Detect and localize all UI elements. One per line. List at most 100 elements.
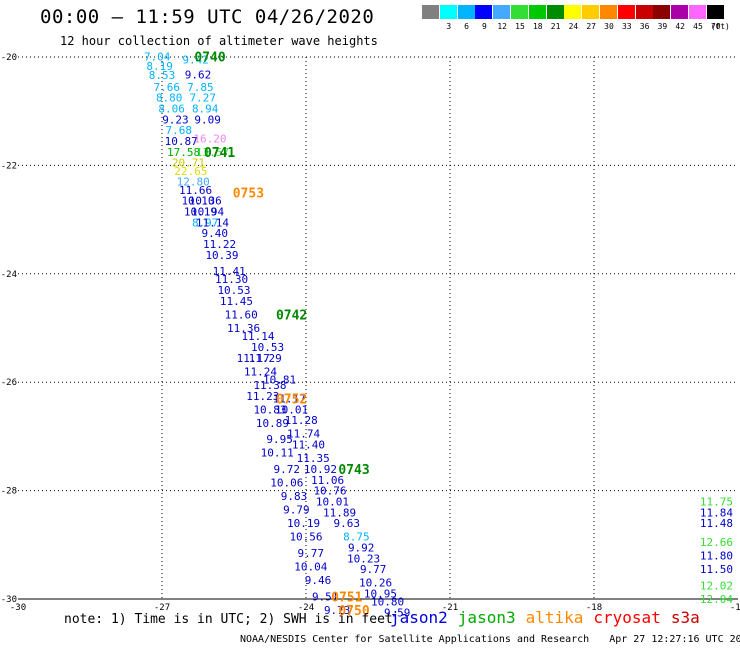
colorbar-label: 39: [657, 22, 668, 31]
x-tick-label: -24: [298, 603, 314, 613]
swh-data-label: 7.04: [144, 50, 171, 63]
swh-data-label: 11.89: [323, 506, 356, 519]
colorbar-unit: (ft): [710, 22, 730, 31]
y-tick-label: -28: [1, 487, 17, 497]
credit-line: NOAA/NESDIS Center for Satellite Applica…: [240, 634, 740, 645]
colorbar-swatch: [475, 5, 493, 19]
swh-data-label: 10.01: [275, 403, 308, 416]
swh-data-label: 13.57: [196, 146, 229, 159]
swh-data-label: 8.19: [146, 60, 173, 73]
swh-data-label: 10.83: [253, 403, 286, 416]
colorbar-swatch: [689, 5, 706, 19]
swh-data-label: 9.51: [312, 590, 339, 603]
footer-note: note: 1) Time is in UTC; 2) SWH is in fe…: [64, 612, 393, 627]
pass-time-label: 0753: [233, 187, 264, 202]
swh-data-label: 10.06: [270, 476, 303, 489]
swh-data-label: 11.14: [241, 330, 274, 343]
swh-data-label: 10.56: [289, 531, 322, 544]
colorbar-swatch: [635, 5, 653, 19]
swh-data-label: 10.19: [184, 205, 217, 218]
pass-time-label: 0740: [194, 50, 225, 65]
colorbar-swatch: [706, 5, 724, 19]
pass-time-label: 0751: [331, 590, 362, 605]
swh-data-label: 8.06: [158, 102, 185, 115]
x-tick-label: -27: [154, 603, 170, 613]
swh-data-label: 10.01: [316, 495, 349, 508]
swh-data-label: 10.80: [371, 596, 404, 609]
colorbar-swatch: [582, 5, 600, 19]
colorbar-swatch: [422, 5, 439, 19]
swh-data-label: 10.53: [217, 284, 250, 297]
swh-data-label: 9.92: [348, 542, 375, 555]
swh-data-label: 11.17: [237, 352, 270, 365]
x-tick-label: -15: [730, 603, 740, 613]
swh-data-label: 11.38: [253, 379, 286, 392]
colorbar-swatch: [564, 5, 582, 19]
y-tick-label: -20: [1, 53, 17, 63]
swh-data-label: 12.04: [700, 593, 733, 606]
swh-data-label: 9.83: [281, 490, 308, 503]
x-tick-label: -18: [586, 603, 602, 613]
swh-data-label: 10.10: [181, 195, 214, 208]
y-tick-label: -22: [1, 161, 17, 171]
swh-data-label: 11.22: [203, 238, 236, 251]
colorbar-label: 3: [446, 22, 452, 31]
swh-data-label: 9.73: [324, 604, 351, 617]
colorbar-label: 6: [464, 22, 469, 31]
colorbar-swatch: [546, 5, 564, 19]
colorbar-swatch: [493, 5, 511, 19]
swh-data-label: 9.77: [360, 563, 387, 576]
swh-data-label: 8.80: [156, 92, 183, 105]
colorbar-swatch: [439, 5, 457, 19]
colorbar-swatch: [600, 5, 617, 19]
swh-data-label: 9.79: [283, 504, 310, 517]
y-tick-label: -30: [1, 595, 17, 605]
colorbar-label: 24: [568, 22, 579, 31]
swh-data-label: 9.09: [194, 113, 221, 126]
colorbar-label: 42: [675, 22, 685, 31]
swh-data-label: 16.20: [193, 132, 226, 145]
swh-data-label: 10.11: [261, 447, 294, 460]
swh-data-label: 9.63: [334, 517, 361, 530]
satellite-legend-item: altika: [525, 608, 584, 627]
swh-data-label: 11.17: [273, 392, 306, 405]
swh-data-label: 9.62: [185, 68, 212, 81]
pass-time-label: 0750: [338, 604, 369, 619]
swh-data-label: 9.46: [305, 574, 332, 587]
swh-data-label: 11.50: [700, 563, 733, 576]
pass-time-label: 0743: [338, 463, 369, 478]
swh-data-label: 7.66: [154, 81, 181, 94]
swh-data-label: 11.36: [227, 322, 260, 335]
y-tick-label: -24: [1, 270, 17, 280]
swh-data-label: 10.39: [205, 249, 238, 262]
colorbar-swatch: [511, 5, 528, 19]
swh-data-label: 11.75: [700, 495, 733, 508]
swh-data-label: 11.28: [285, 414, 318, 427]
colorbar-swatch: [653, 5, 671, 19]
swh-data-label: 8.53: [149, 69, 176, 82]
swh-data-label: 10.19: [287, 517, 320, 530]
swh-data-label: 9.72: [274, 463, 301, 476]
chart-subtitle: 12 hour collection of altimeter wave hei…: [60, 34, 378, 48]
pass-time-label: 0752: [276, 392, 307, 407]
swh-data-label: 11.14: [196, 216, 229, 229]
swh-data-label: 12.80: [177, 176, 210, 189]
swh-data-label: 7.68: [166, 124, 193, 137]
satellite-legend-item: jason3: [457, 608, 516, 627]
satellite-legend-item: s3a: [670, 608, 700, 627]
swh-data-label: 12.02: [700, 579, 733, 592]
swh-data-label: 10.87: [165, 135, 198, 148]
swh-data-label: 11.24: [244, 365, 277, 378]
swh-data-label: 9.59: [384, 607, 411, 620]
colorbar-label: 36: [639, 22, 650, 31]
swh-data-label: 7.27: [190, 92, 217, 105]
colorbar-label: 70: [710, 22, 721, 31]
swh-data-label: 20.71: [172, 157, 205, 170]
colorbar-label: 21: [550, 22, 561, 31]
colorbar-label: 33: [621, 22, 632, 31]
satellite-legend-item: jason2: [390, 608, 448, 627]
x-tick-label: -30: [10, 603, 26, 613]
swh-data-label: 11.45: [220, 295, 253, 308]
swh-data-label: 10.95: [364, 588, 397, 601]
